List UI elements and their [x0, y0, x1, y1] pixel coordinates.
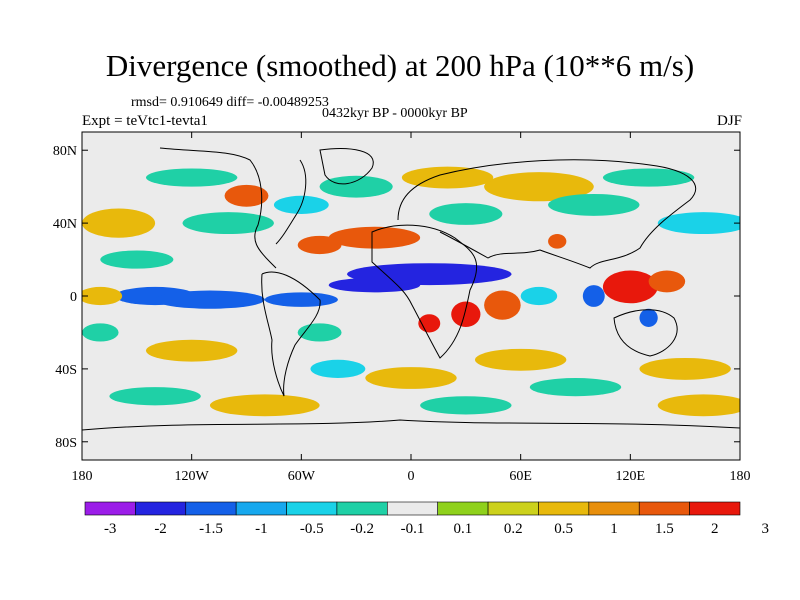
colorbar-swatch	[336, 501, 388, 516]
contour-blob-26	[319, 175, 393, 198]
contour-blob-24	[209, 394, 320, 417]
contour-blob-30	[82, 323, 119, 342]
x-tick-label: 0	[408, 469, 415, 484]
contour-blob-21	[639, 357, 731, 380]
contour-blob-11	[548, 234, 567, 249]
colorbar-swatch	[487, 501, 539, 516]
map-title: Divergence (smoothed) at 200 hPa (10**6 …	[105, 48, 695, 83]
contour-blob-4	[264, 292, 338, 307]
y-tick-label: 40S	[55, 363, 77, 378]
colorbar-label: -0.5	[300, 521, 324, 537]
contour-blob-20	[474, 348, 567, 371]
contour-blob-35	[297, 323, 342, 342]
contour-blob-34	[420, 396, 512, 415]
contour-blob-6	[297, 235, 342, 255]
contour-blob-28	[182, 212, 274, 235]
y-tick-label: 40N	[53, 217, 77, 232]
contour-blob-7	[224, 184, 269, 207]
contour-blob-17	[484, 172, 594, 202]
colorbar-label: 0.1	[454, 521, 473, 537]
coast-greenland	[319, 148, 374, 185]
contour-blob-29	[429, 203, 503, 225]
x-tick-label: 60E	[509, 469, 532, 484]
colorbar-label: -0.1	[401, 521, 425, 537]
x-tick-label: 180	[72, 469, 93, 484]
colorbar-swatch	[588, 501, 640, 516]
colorbar-label: -3	[104, 521, 117, 537]
contour-blob-13	[648, 270, 686, 293]
colorbar-swatch	[185, 501, 237, 516]
contour-blob-23	[657, 394, 740, 417]
axis-ticks: 180 120W 60W 0 60E 120E 180 80N 40N 0 40S 80S	[53, 132, 751, 484]
contour-blob-40	[100, 250, 174, 269]
colorbar-swatch	[689, 501, 741, 516]
x-tick-label: 180	[730, 469, 751, 484]
x-tick-label: 60W	[288, 469, 316, 484]
y-tick-label: 0	[70, 290, 77, 305]
contour-blob-36	[657, 212, 740, 235]
colorbar-label: 1	[610, 521, 618, 537]
colorbar-label: 0.5	[554, 521, 573, 537]
season-label: DJF	[716, 113, 742, 129]
contour-blob-31	[310, 359, 366, 378]
contour-blob-15	[639, 308, 658, 327]
colorbar-label: 1.5	[655, 521, 674, 537]
stats-text: rmsd= 0.910649 diff= -0.00489253	[131, 95, 329, 110]
colorbar: -3 -2 -1.5 -1 -0.5 -0.2 -0.1 0.1 0.2 0.5 1 1.5 2 3	[84, 501, 769, 537]
contour-blob-32	[529, 378, 622, 397]
contour-blob-33	[109, 387, 201, 406]
colorbar-label: -1	[255, 521, 268, 537]
contour-blob-9	[451, 301, 481, 327]
coast-north-america	[159, 147, 277, 269]
contour-blob-10	[484, 290, 521, 320]
x-tick-label: 120W	[175, 469, 210, 484]
y-tick-label: 80N	[53, 144, 77, 159]
y-tick-label: 80S	[55, 436, 77, 451]
coastlines	[82, 147, 740, 431]
contour-blob-5	[328, 226, 421, 249]
colorbar-label: -1.5	[199, 521, 223, 537]
colorbar-swatch	[286, 501, 338, 516]
contour-blob-25	[401, 166, 494, 189]
colorbar-swatch	[84, 501, 136, 516]
colorbar-swatch	[437, 501, 489, 516]
contour-blob-39	[602, 168, 695, 187]
coast-north-america-east	[275, 159, 307, 245]
experiment-label: Expt = teVtc1-tevta1	[82, 113, 208, 129]
colorbar-label: 3	[761, 521, 769, 537]
coast-australia	[613, 309, 678, 357]
coast-africa	[371, 224, 478, 359]
contour-blob-16	[82, 208, 156, 238]
contour-blob-14	[582, 285, 605, 307]
x-tick-label: 120E	[616, 469, 646, 484]
colorbar-label: 0.2	[504, 521, 523, 537]
contour-blob-12	[602, 270, 658, 304]
contour-blob-1	[155, 290, 265, 309]
contour-blob-18	[145, 339, 238, 362]
contour-blob-19	[365, 367, 457, 389]
contour-blob-27	[548, 193, 640, 216]
coast-eurasia	[397, 159, 697, 269]
coast-south-america	[261, 271, 321, 397]
colorbar-swatch	[135, 501, 187, 516]
colorbar-swatch	[538, 501, 590, 516]
contour-blob-41	[520, 286, 558, 306]
period-text: 0432kyr BP - 0000kyr BP	[322, 106, 468, 121]
colorbar-swatch	[387, 501, 438, 516]
colorbar-label: 2	[711, 521, 719, 537]
contour-blob-22	[82, 286, 123, 306]
colorbar-label: -0.2	[350, 521, 374, 537]
contour-blob-38	[145, 168, 238, 187]
contour-blob-3	[328, 277, 421, 293]
colorbar-swatch	[638, 501, 690, 516]
colorbar-swatch	[235, 501, 287, 516]
colorbar-label: -2	[154, 521, 167, 537]
coast-antarctica	[82, 419, 740, 431]
